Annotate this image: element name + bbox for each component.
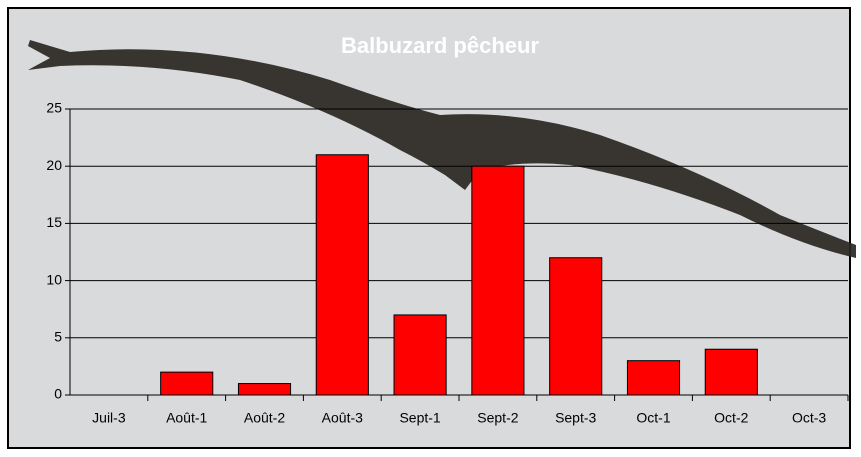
- x-tick-label: Sept-2: [477, 410, 518, 426]
- bar: [472, 166, 524, 395]
- y-tick-label: 5: [54, 329, 62, 345]
- x-tick-label: Oct-1: [636, 410, 670, 426]
- x-tick-label: Août-2: [244, 410, 285, 426]
- page: {"chart_data": {"type": "bar", "title": …: [0, 0, 861, 457]
- x-tick-label: Sept-1: [399, 410, 440, 426]
- chart: 0 5 10 15 20 25 Juil-3 Août-1 Août-2 Août-3 Sept-1…: [0, 0, 861, 457]
- bar: [394, 315, 446, 395]
- bar: [705, 349, 757, 395]
- y-tick-label: 15: [46, 214, 62, 230]
- bar: [161, 372, 213, 395]
- x-tick-label: Août-1: [166, 410, 207, 426]
- x-tick-label: Oct-3: [792, 410, 826, 426]
- bar: [238, 384, 290, 395]
- x-tick-label: Août-3: [322, 410, 363, 426]
- y-tick-label: 10: [46, 271, 62, 287]
- bar: [316, 155, 368, 395]
- bar: [627, 361, 679, 395]
- bar: [550, 258, 602, 395]
- y-tick-label: 0: [54, 386, 62, 402]
- chart-title: Balbuzard pêcheur: [341, 33, 539, 58]
- y-tick-label: 20: [46, 157, 62, 173]
- x-tick-label: Juil-3: [92, 410, 126, 426]
- y-tick-label: 25: [46, 100, 62, 116]
- x-tick-label: Sept-3: [555, 410, 596, 426]
- x-tick-label: Oct-2: [714, 410, 748, 426]
